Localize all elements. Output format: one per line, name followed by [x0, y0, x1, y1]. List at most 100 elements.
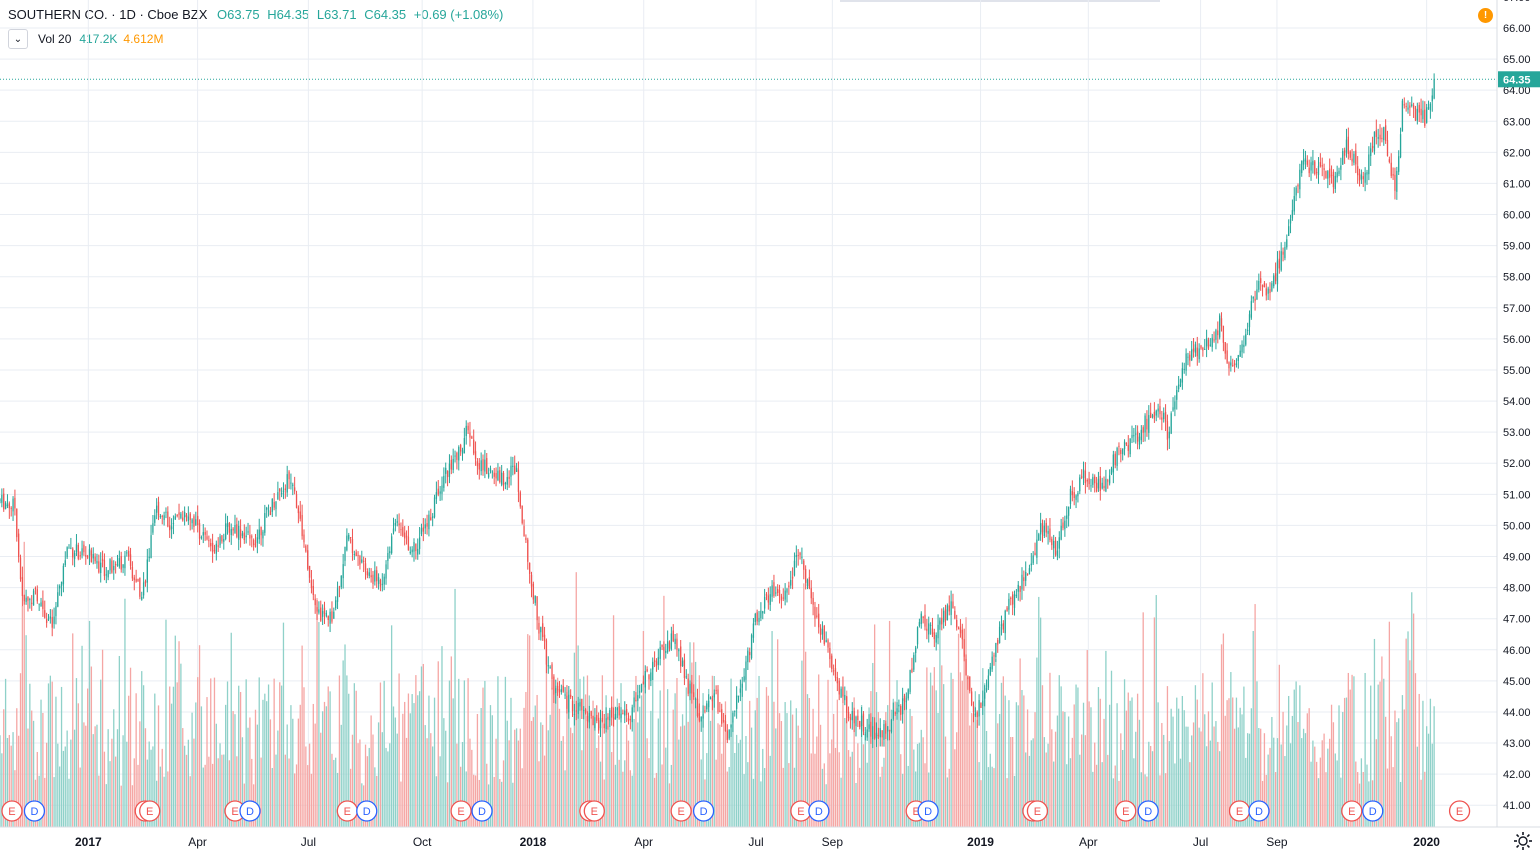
earnings-event-icon[interactable]: E	[790, 800, 812, 822]
volume-bar	[1125, 710, 1128, 827]
volume-bar	[1172, 716, 1174, 827]
candle-body	[1278, 258, 1280, 269]
dividend-event-icon[interactable]: D	[23, 800, 46, 822]
volume-bar	[693, 642, 695, 827]
earnings-event-icon[interactable]: E	[1026, 800, 1049, 822]
candle-body	[73, 552, 76, 560]
time-axis-panel[interactable]	[0, 827, 1540, 856]
dividend-event-icon[interactable]: D	[239, 800, 261, 822]
volume-bar	[562, 736, 564, 827]
price-axis-panel[interactable]	[1497, 0, 1540, 856]
candle-body	[579, 702, 581, 707]
candle-body	[676, 638, 678, 650]
volume-bar	[818, 674, 820, 827]
earnings-event-icon[interactable]: E	[1448, 800, 1471, 822]
volume-bar	[148, 741, 150, 827]
candle-body	[249, 535, 251, 539]
candle-body	[868, 724, 870, 729]
candle-body	[1129, 438, 1131, 455]
candle-body	[810, 588, 812, 599]
candle-body	[204, 532, 206, 535]
dividend-event-icon[interactable]: D	[356, 800, 378, 822]
candle-body	[198, 523, 201, 539]
candle-body	[1409, 105, 1411, 108]
earnings-event-icon[interactable]: E	[139, 800, 161, 822]
candle-body	[1125, 442, 1128, 445]
dividend-event-icon[interactable]: D	[917, 800, 939, 822]
svg-text:E: E	[677, 806, 684, 818]
candle-body	[19, 557, 22, 580]
volume-bar	[70, 739, 72, 827]
earnings-event-icon[interactable]: E	[1115, 800, 1137, 822]
candle-body	[937, 624, 939, 639]
candle-body	[1025, 571, 1027, 581]
candle-body	[396, 521, 398, 523]
volume-bar	[741, 686, 743, 827]
candle-body	[1286, 239, 1288, 248]
dividend-event-icon[interactable]: D	[692, 800, 715, 822]
earnings-event-icon[interactable]: E	[583, 800, 605, 822]
volume-bar	[14, 770, 16, 827]
volume-bar	[133, 758, 135, 827]
candle-body	[885, 723, 887, 734]
collapse-chevron-icon[interactable]: ⌄	[8, 29, 28, 49]
volume-bar	[1278, 664, 1280, 827]
candle-body	[601, 718, 604, 722]
volume-bar	[735, 734, 738, 827]
volume-bar	[1200, 731, 1202, 827]
dividend-event-icon[interactable]: D	[471, 800, 493, 822]
dividend-event-icon[interactable]: D	[1362, 800, 1384, 822]
dividend-event-icon[interactable]: D	[808, 800, 830, 822]
settings-gear-icon[interactable]	[1512, 830, 1534, 852]
candle-body	[741, 683, 743, 688]
volume-bar	[821, 768, 824, 827]
volume-bar	[1230, 672, 1232, 827]
volume-bar	[183, 745, 186, 827]
dividend-event-icon[interactable]: D	[1248, 800, 1270, 822]
volume-bar	[1054, 731, 1057, 827]
volume-bar	[1364, 672, 1366, 827]
candle-body	[230, 529, 232, 536]
candle-body	[1232, 365, 1234, 367]
candle-body	[620, 713, 622, 719]
candle-body	[14, 497, 16, 509]
earnings-event-icon[interactable]: E	[1, 800, 23, 822]
volume-bar	[450, 656, 452, 827]
earnings-event-icon[interactable]: E	[450, 800, 472, 822]
candle-body	[900, 706, 902, 715]
svg-text:E: E	[1122, 806, 1129, 818]
earnings-event-icon[interactable]: E	[336, 800, 358, 822]
candle-body	[1399, 134, 1402, 158]
volume-indicator-label[interactable]: Vol 20	[38, 32, 72, 46]
volume-bar	[1297, 721, 1299, 827]
volume-bar	[206, 697, 208, 827]
volume-bar	[620, 683, 622, 827]
volume-bar	[987, 767, 990, 827]
volume-bar	[411, 694, 413, 827]
volume-bar	[1084, 735, 1087, 827]
alert-warning-icon[interactable]: !	[1478, 8, 1493, 23]
dividend-event-icon[interactable]: D	[1137, 800, 1159, 822]
volume-bar	[1136, 693, 1139, 827]
earnings-event-icon[interactable]: E	[670, 800, 692, 822]
volume-bar	[392, 706, 395, 827]
volume-bar	[1390, 736, 1392, 827]
volume-bar	[1265, 774, 1267, 827]
volume-bar	[1131, 697, 1133, 827]
candle-body	[752, 623, 755, 638]
candle-body	[1207, 339, 1210, 349]
candle-body	[267, 510, 270, 512]
candle-body	[918, 622, 921, 627]
earnings-event-icon[interactable]: E	[1341, 800, 1363, 822]
volume-bar	[726, 771, 728, 827]
volume-bar	[775, 728, 777, 827]
svg-text:E: E	[1236, 806, 1243, 818]
volume-bar	[823, 763, 825, 827]
volume-bar	[327, 686, 329, 827]
volume-bar	[271, 767, 273, 827]
earnings-event-icon[interactable]: E	[1228, 800, 1251, 822]
symbol-title[interactable]: SOUTHERN CO. · 1D · Cboe BZX	[8, 7, 208, 22]
candle-body	[821, 628, 824, 635]
candle-body	[32, 590, 35, 606]
